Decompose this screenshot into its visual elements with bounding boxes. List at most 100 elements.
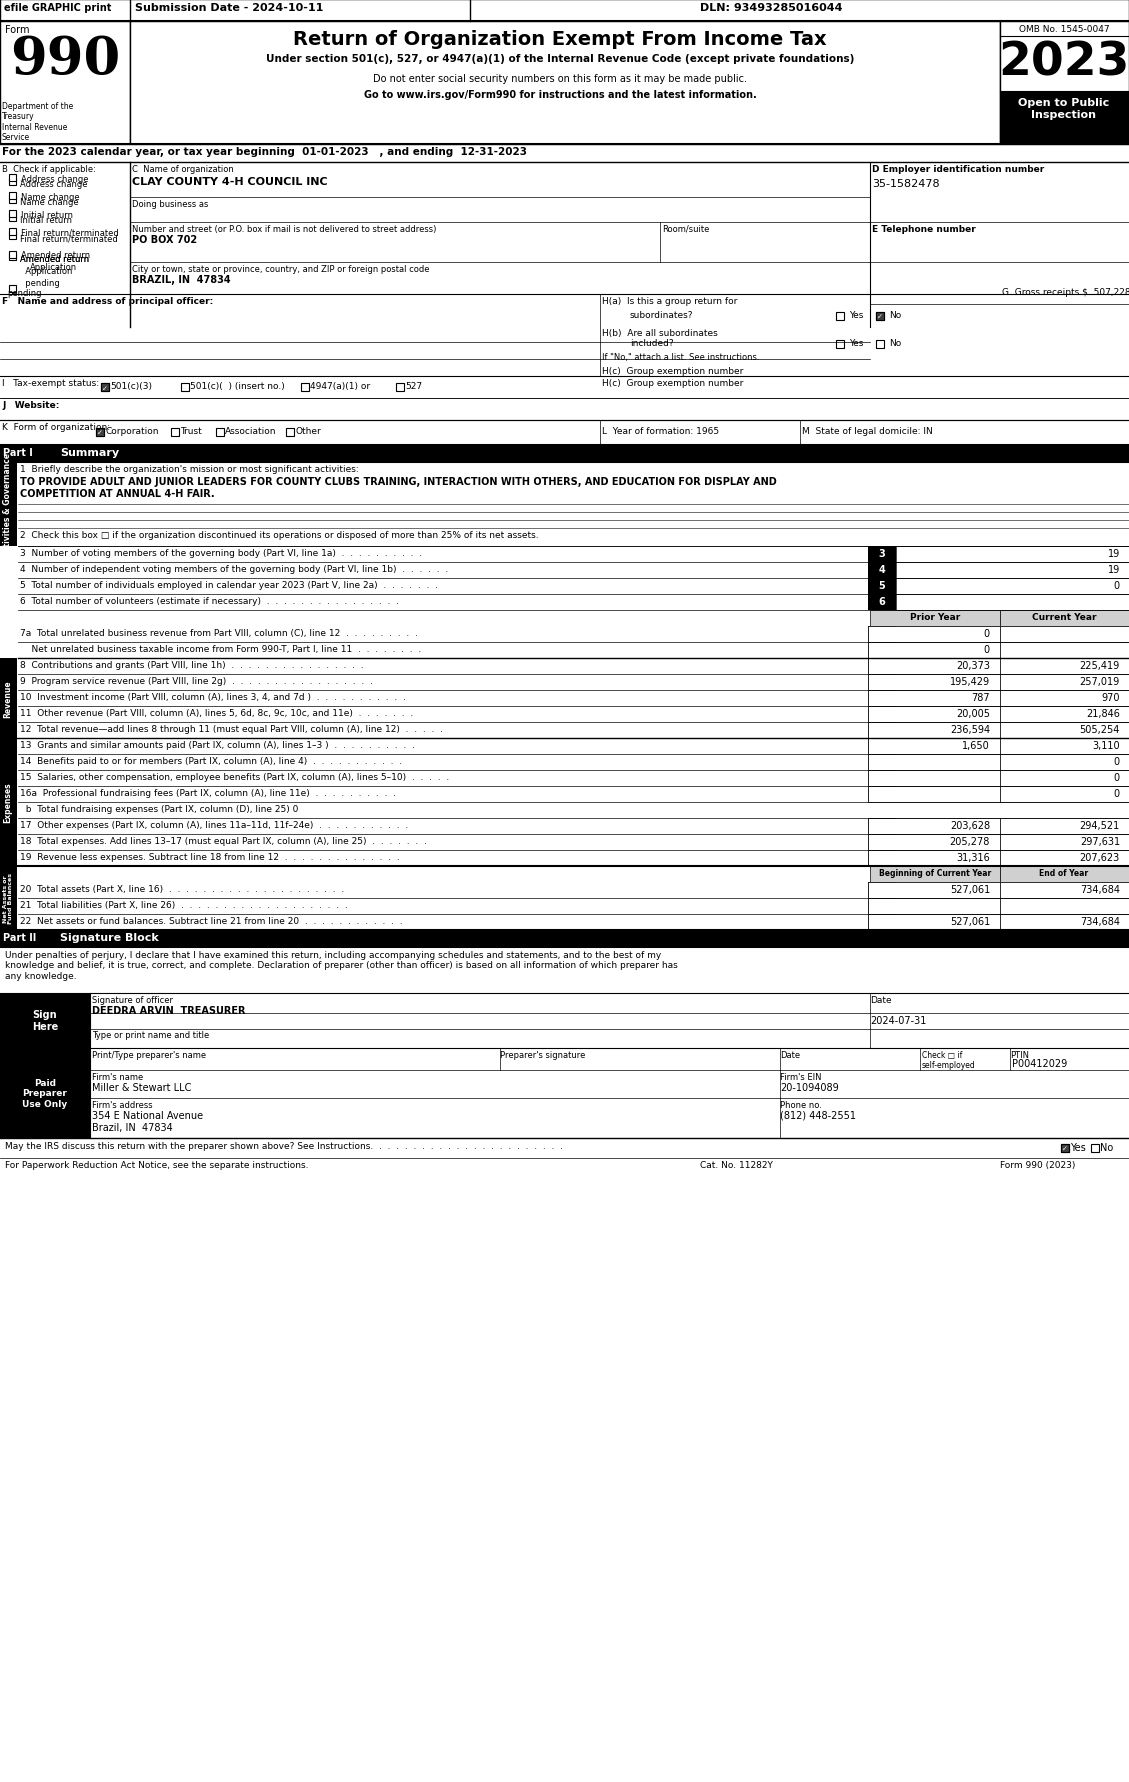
Text: 0: 0 <box>1114 789 1120 798</box>
Text: Brazil, IN  47834: Brazil, IN 47834 <box>91 1123 173 1132</box>
Bar <box>835 340 844 349</box>
Bar <box>868 914 1000 930</box>
Text: Final return/terminated: Final return/terminated <box>21 228 119 237</box>
Bar <box>9 251 16 258</box>
Bar <box>1000 834 1129 850</box>
Text: 203,628: 203,628 <box>949 820 990 830</box>
Text: 3: 3 <box>878 549 885 560</box>
Text: 527,061: 527,061 <box>949 884 990 895</box>
Text: No: No <box>1100 1142 1113 1153</box>
Bar <box>96 429 104 437</box>
Text: efile GRAPHIC print: efile GRAPHIC print <box>5 4 112 12</box>
Bar <box>0 930 1129 948</box>
Bar <box>896 595 1129 611</box>
Bar <box>9 253 16 260</box>
Text: 17  Other expenses (Part IX, column (A), lines 11a–11d, 11f–24e)  .  .  .  .  . : 17 Other expenses (Part IX, column (A), … <box>20 820 409 830</box>
Bar <box>1000 21 1129 144</box>
Text: 8  Contributions and grants (Part VIII, line 1h)  .  .  .  .  .  .  .  .  .  .  : 8 Contributions and grants (Part VIII, l… <box>20 661 364 670</box>
Text: D Employer identification number: D Employer identification number <box>872 166 1044 175</box>
Text: 0: 0 <box>983 645 990 654</box>
Bar <box>868 643 1000 659</box>
Bar <box>216 429 224 437</box>
Text: 4  Number of independent voting members of the governing body (Part VI, line 1b): 4 Number of independent voting members o… <box>20 565 448 574</box>
Text: Return of Organization Exempt From Income Tax: Return of Organization Exempt From Incom… <box>294 30 826 48</box>
Bar <box>868 834 1000 850</box>
Text: 19: 19 <box>1108 549 1120 560</box>
Bar <box>896 579 1129 595</box>
Text: Cat. No. 11282Y: Cat. No. 11282Y <box>700 1160 773 1169</box>
Text: 297,631: 297,631 <box>1079 836 1120 846</box>
Bar <box>9 232 16 239</box>
Text: BRAZIL, IN  47834: BRAZIL, IN 47834 <box>132 274 230 285</box>
Text: 205,278: 205,278 <box>949 836 990 846</box>
Text: Room/suite: Room/suite <box>662 225 709 233</box>
Text: H(a)  Is this a group return for: H(a) Is this a group return for <box>602 298 737 307</box>
Bar <box>868 834 896 850</box>
Text: 505,254: 505,254 <box>1079 725 1120 734</box>
Text: 19  Revenue less expenses. Subtract line 18 from line 12  .  .  .  .  .  .  .  .: 19 Revenue less expenses. Subtract line … <box>20 852 400 861</box>
Bar <box>868 707 1000 722</box>
Text: Preparer's signature: Preparer's signature <box>500 1050 585 1060</box>
Bar <box>1000 611 1129 627</box>
Bar <box>1000 898 1129 914</box>
Text: 10  Investment income (Part VIII, column (A), lines 3, 4, and 7d )  .  .  .  .  : 10 Investment income (Part VIII, column … <box>20 693 405 702</box>
Text: 22  Net assets or fund balances. Subtract line 21 from line 20  .  .  .  .  .  .: 22 Net assets or fund balances. Subtract… <box>20 916 403 925</box>
Bar <box>868 898 896 914</box>
Text: Current Year: Current Year <box>1032 613 1096 622</box>
Text: E Telephone number: E Telephone number <box>872 225 975 233</box>
Bar <box>868 850 896 866</box>
Text: Trust: Trust <box>180 426 202 437</box>
Text: 16a  Professional fundraising fees (Part IX, column (A), line 11e)  .  .  .  .  : 16a Professional fundraising fees (Part … <box>20 789 396 798</box>
Text: F   Name and address of principal officer:: F Name and address of principal officer: <box>2 298 213 307</box>
Bar <box>1061 1144 1069 1153</box>
Bar <box>868 707 896 722</box>
Bar <box>868 786 1000 802</box>
Bar <box>876 314 884 321</box>
Bar <box>1000 914 1129 930</box>
Text: Date: Date <box>780 1050 800 1060</box>
Bar <box>301 383 309 392</box>
Text: Other: Other <box>295 426 321 437</box>
Text: OMB No. 1545-0047: OMB No. 1545-0047 <box>1018 25 1110 34</box>
Bar <box>181 383 189 392</box>
Text: 11  Other revenue (Part VIII, column (A), lines 5, 6d, 8c, 9c, 10c, and 11e)  . : 11 Other revenue (Part VIII, column (A),… <box>20 709 413 718</box>
Text: ✓: ✓ <box>102 385 108 392</box>
Bar <box>868 675 896 691</box>
Text: Net Assets or
Fund Balances: Net Assets or Fund Balances <box>2 873 14 925</box>
Text: G  Gross receipts $  507,228: G Gross receipts $ 507,228 <box>1003 289 1129 298</box>
Text: P00412029: P00412029 <box>1012 1059 1067 1069</box>
Text: Check □ if
self-employed: Check □ if self-employed <box>922 1050 975 1069</box>
Bar <box>868 738 896 754</box>
Text: 257,019: 257,019 <box>1079 677 1120 686</box>
Bar <box>868 850 1000 866</box>
Text: 970: 970 <box>1102 693 1120 702</box>
Text: 787: 787 <box>971 693 990 702</box>
Text: Signature of officer: Signature of officer <box>91 996 173 1005</box>
Text: 14: 14 <box>875 757 889 766</box>
Text: 15  Salaries, other compensation, employee benefits (Part IX, column (A), lines : 15 Salaries, other compensation, employe… <box>20 773 449 782</box>
Bar <box>835 314 844 321</box>
Bar <box>868 579 896 595</box>
Bar <box>1000 770 1129 786</box>
Bar <box>1000 93 1129 144</box>
Bar <box>868 675 1000 691</box>
Text: 19: 19 <box>1108 565 1120 574</box>
Text: 1,650: 1,650 <box>962 741 990 750</box>
Text: 13: 13 <box>875 741 889 750</box>
Text: 2  Check this box □ if the organization discontinued its operations or disposed : 2 Check this box □ if the organization d… <box>20 531 539 540</box>
Bar <box>868 914 896 930</box>
Text: For the 2023 calendar year, or tax year beginning  01-01-2023   , and ending  12: For the 2023 calendar year, or tax year … <box>2 146 527 157</box>
Text: Yes: Yes <box>849 310 864 319</box>
Text: PO BOX 702: PO BOX 702 <box>132 235 198 244</box>
Bar <box>868 659 1000 675</box>
Text: Address change: Address change <box>21 175 88 184</box>
Bar <box>0 463 17 547</box>
Text: 734,684: 734,684 <box>1080 916 1120 927</box>
Text: Part I: Part I <box>3 447 33 458</box>
Bar <box>868 722 1000 738</box>
Text: 5: 5 <box>878 581 885 590</box>
Text: Net unrelated business taxable income from Form 990-T, Part I, line 11  .  .  . : Net unrelated business taxable income fr… <box>20 645 421 654</box>
Bar <box>0 1048 90 1139</box>
Text: 4: 4 <box>878 565 885 574</box>
Text: B  Check if applicable:: B Check if applicable: <box>2 166 96 175</box>
